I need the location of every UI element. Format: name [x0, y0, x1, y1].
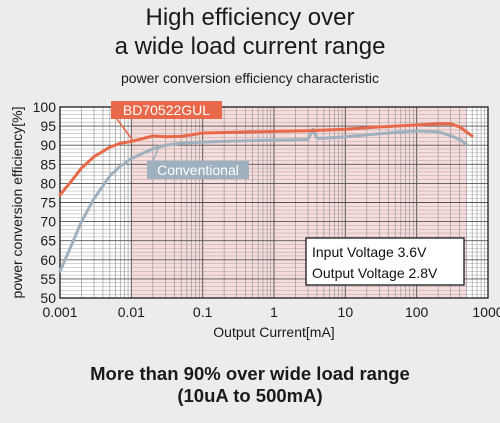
x-axis-label: Output Current[mA]	[213, 324, 334, 340]
x-tick-label: 1	[270, 304, 278, 320]
x-tick-labels: 0.001 0.01 0.1 1 10 100 1000	[42, 304, 500, 320]
efficiency-chart: 50 55 60 65 70 75 80 85 90 95 100 0.001 0.01 0.1 1 10 1…	[9, 99, 500, 340]
footer-subline: (10uA to 500mA)	[177, 385, 323, 406]
conditions-input-voltage: Input Voltage 3.6V	[312, 244, 427, 260]
series-labels: BD70522GUL Conventional	[111, 101, 249, 179]
y-tick-label: 70	[40, 214, 56, 230]
y-axis-label: power conversion efficiency[%]	[9, 107, 25, 299]
plot-frame	[59, 106, 489, 299]
chart-subtitle: power conversion efficiency characterist…	[120, 70, 380, 86]
x-tick-label: 10	[338, 304, 354, 320]
series-label-box-1	[147, 161, 249, 179]
y-tick-label: 100	[33, 99, 57, 115]
footer-headline: More than 90% over wide load range	[90, 363, 410, 384]
y-tick-label: 50	[40, 290, 56, 306]
conditions-box-frame	[305, 237, 465, 286]
series-label-1: Conventional	[157, 162, 239, 178]
series-label-0: BD70522GUL	[123, 102, 210, 118]
y-tick-label: 80	[40, 175, 56, 191]
y-tick-label: 90	[40, 137, 56, 153]
y-tick-label: 60	[40, 252, 56, 268]
x-tick-label: 1000	[472, 304, 500, 320]
series-line-0	[58, 122, 474, 197]
y-tick-label: 85	[40, 156, 56, 172]
series-label-box-0	[111, 101, 222, 119]
series-leader-0	[116, 118, 134, 142]
page-title-line1: High efficiency over	[145, 4, 355, 31]
series-group	[58, 122, 474, 273]
conditions-box: Input Voltage 3.6V Output Voltage 2.8V	[305, 237, 465, 286]
page-title-line2: a wide load current range	[114, 33, 386, 60]
x-tick-label: 0.01	[118, 304, 145, 320]
y-tick-label: 95	[40, 118, 56, 134]
x-tick-label: 100	[405, 304, 429, 320]
y-tick-label: 55	[40, 271, 56, 287]
series-line-1	[58, 127, 468, 273]
y-tick-label: 75	[40, 195, 56, 211]
x-tick-label: 0.001	[42, 304, 77, 320]
x-tick-label: 0.1	[193, 304, 213, 320]
y-tick-label: 65	[40, 233, 56, 249]
y-tick-labels: 50 55 60 65 70 75 80 85 90 95 100	[33, 99, 57, 306]
series-leader-1	[152, 144, 161, 162]
conditions-output-voltage: Output Voltage 2.8V	[312, 265, 438, 281]
